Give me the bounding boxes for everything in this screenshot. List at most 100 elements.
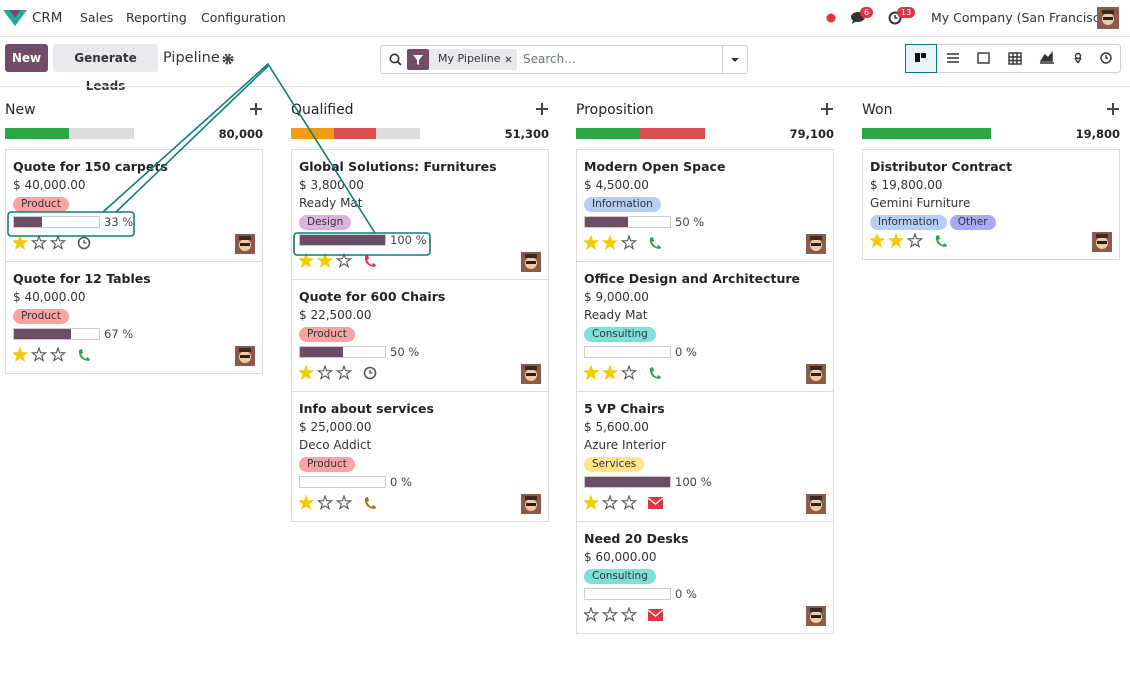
priority-star[interactable] [335,495,353,511]
activity-phone [935,235,947,247]
menu[interactable]: Reporting [126,10,187,25]
lead-card[interactable]: Global Solutions: Furnitures $ 3,800.00 Re… [291,149,549,280]
priority-star[interactable] [601,607,619,623]
search-toggle[interactable] [722,46,748,73]
priority-star[interactable] [620,495,638,511]
activity-phone [649,367,661,379]
avatar-hair [239,236,251,240]
priority-star[interactable] [870,233,886,249]
priority-star[interactable] [906,233,924,249]
settings-gear[interactable] [222,53,234,65]
view-switcher[interactable] [905,44,1121,73]
priority-star[interactable] [13,235,29,251]
card-icons [299,495,376,511]
priority-star[interactable] [299,495,315,511]
priority-star[interactable] [620,365,638,381]
column-total: 51,300 [504,127,549,141]
card-footer [584,604,826,626]
priority-star[interactable] [887,233,905,249]
priority-star[interactable] [584,607,600,623]
avatar-hair [525,496,537,500]
card-progress: 50 % [584,212,826,232]
priority-star[interactable] [49,235,67,251]
card-amount: $ 3,800.00 [299,178,364,192]
tag: Information [584,197,661,212]
card-title: Need 20 Desks [584,531,689,546]
priority-star[interactable] [49,347,67,363]
column-progress [5,128,134,139]
assignee-avatar [235,346,255,366]
progress-fill [585,217,628,227]
priority-star[interactable] [13,347,29,363]
lead-card[interactable]: Office Design and Architecture $ 9,000.00… [576,261,834,392]
priority-star[interactable] [584,365,600,381]
card-tags: Consulting [584,324,826,342]
facet[interactable]: My Pipeline [407,49,517,70]
card-progress: 100 % [299,230,541,250]
lead-card[interactable]: Quote for 12 Tables $ 40,000.00 Product 67 … [5,261,263,374]
priority-star[interactable] [335,365,353,381]
app-name[interactable]: CRM [32,10,63,26]
column-total: 19,800 [1075,127,1120,141]
add-card[interactable] [1107,103,1119,115]
user-avatar[interactable] [1097,7,1119,29]
lead-card[interactable]: Quote for 600 Chairs $ 22,500.00 Product 50… [291,279,549,392]
divider [0,86,1130,87]
priority-star[interactable] [620,235,638,251]
search-bar[interactable]: My Pipeline Search... [380,45,748,74]
company-switcher[interactable]: My Company (San Francisco) [931,10,1113,25]
progress-label: 50 % [390,345,420,359]
activity-phone [649,237,661,249]
facet-label: My Pipeline [438,52,501,65]
activities-icon[interactable] [888,11,902,25]
progress-fill [585,477,670,487]
lead-card[interactable]: 5 VP Chairs $ 5,600.00 Azure Interior Servi… [576,391,834,522]
priority-star[interactable] [584,495,600,511]
menu[interactable]: Configuration [201,10,286,25]
add-card[interactable] [250,103,262,115]
lead-card[interactable]: Distributor Contract $ 19,800.00 Gemini Fu… [862,149,1120,260]
priority-star[interactable] [335,253,353,269]
priority-star[interactable] [299,253,315,269]
card-company: Gemini Furniture [870,196,971,210]
avatar-hair [1096,234,1108,238]
add-card[interactable] [536,103,548,115]
priority-star[interactable] [316,253,334,269]
search-input[interactable]: Search... [523,52,576,66]
lead-card[interactable]: Need 20 Desks $ 60,000.00 Consulting 0 % [576,521,834,634]
card-company: Ready Mat [584,308,648,322]
menu[interactable]: Sales [80,10,114,25]
card-tags: Information Other [870,212,1112,230]
new-button[interactable]: New [5,44,48,72]
lead-card[interactable]: Modern Open Space $ 4,500.00 Information 50… [576,149,834,262]
priority-star[interactable] [316,365,334,381]
card-tags: Services [584,454,826,472]
progress-bar [13,328,100,340]
assignee-avatar [521,364,541,384]
activity-envelope [648,497,663,509]
priority-star[interactable] [620,607,638,623]
priority-star[interactable] [316,495,334,511]
priority-star[interactable] [601,235,619,251]
generate-leads-button[interactable]: Generate Leads [53,44,158,93]
add-card[interactable] [821,103,833,115]
progress-label: 0 % [675,587,697,601]
column-progress [576,128,705,139]
priority-star[interactable] [30,235,48,251]
lead-card[interactable]: Info about services $ 25,000.00 Deco Addic… [291,391,549,522]
priority-star[interactable] [584,235,600,251]
priority-star[interactable] [299,365,315,381]
priority-star[interactable] [30,347,48,363]
priority-star[interactable] [601,365,619,381]
card-tags: Product [13,306,255,324]
facet-remove[interactable] [505,56,512,63]
progress-label: 33 % [104,215,134,229]
avatar-glasses [811,615,821,618]
lead-card[interactable]: Quote for 150 carpets $ 40,000.00 Product 3… [5,149,263,262]
progress-fill [14,329,71,339]
priority-star[interactable] [601,495,619,511]
card-footer [870,230,1112,252]
avatar-glasses [526,261,536,264]
card-title: Global Solutions: Furnitures [299,159,497,174]
plus-icon [536,103,548,115]
